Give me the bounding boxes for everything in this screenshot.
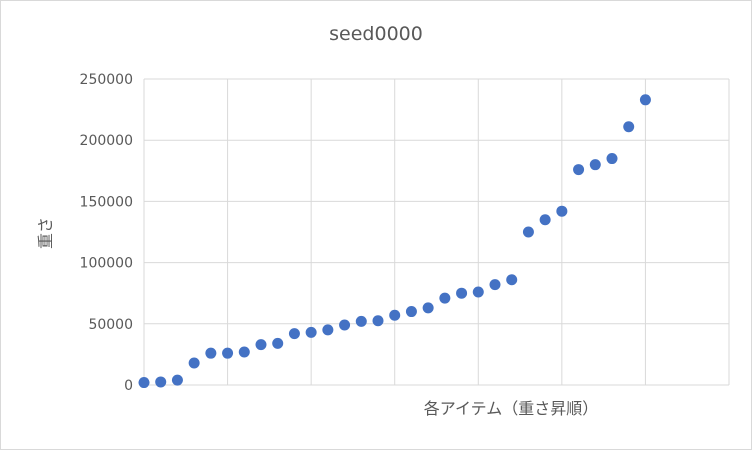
y-tick-label: 0 xyxy=(124,378,133,394)
chart-title: seed0000 xyxy=(329,23,423,45)
y-axis-title: 重さ xyxy=(36,217,55,249)
data-point xyxy=(188,357,200,369)
data-point xyxy=(171,374,183,386)
data-point xyxy=(405,306,417,318)
data-point xyxy=(205,347,217,359)
data-point xyxy=(272,337,284,349)
data-point xyxy=(389,309,401,321)
data-point xyxy=(539,214,551,226)
y-tick-label: 100000 xyxy=(80,256,133,272)
data-point xyxy=(155,376,167,388)
data-point xyxy=(522,226,534,238)
data-point xyxy=(138,377,150,389)
data-point xyxy=(439,292,451,304)
y-tick-label: 250000 xyxy=(80,72,133,88)
data-point xyxy=(238,346,250,358)
data-point xyxy=(305,326,317,338)
y-tick-label: 200000 xyxy=(80,133,133,149)
x-axis-title: 各アイテム（重さ昇順） xyxy=(424,399,598,418)
y-tick-label: 150000 xyxy=(80,194,133,210)
data-point xyxy=(339,319,351,331)
data-point xyxy=(556,205,568,217)
data-point xyxy=(255,339,267,351)
data-point xyxy=(506,274,518,286)
data-point xyxy=(456,287,468,299)
data-point xyxy=(489,279,501,291)
data-point xyxy=(222,347,234,359)
data-point xyxy=(372,315,384,327)
data-point xyxy=(472,286,484,298)
y-tick-label: 50000 xyxy=(88,317,133,333)
data-point xyxy=(606,153,618,165)
data-point xyxy=(623,121,635,133)
data-point xyxy=(639,94,651,106)
data-point xyxy=(355,315,367,327)
data-point xyxy=(573,164,585,176)
data-point xyxy=(589,159,601,171)
data-point xyxy=(422,302,434,314)
data-point xyxy=(288,328,300,340)
data-point xyxy=(322,324,334,336)
